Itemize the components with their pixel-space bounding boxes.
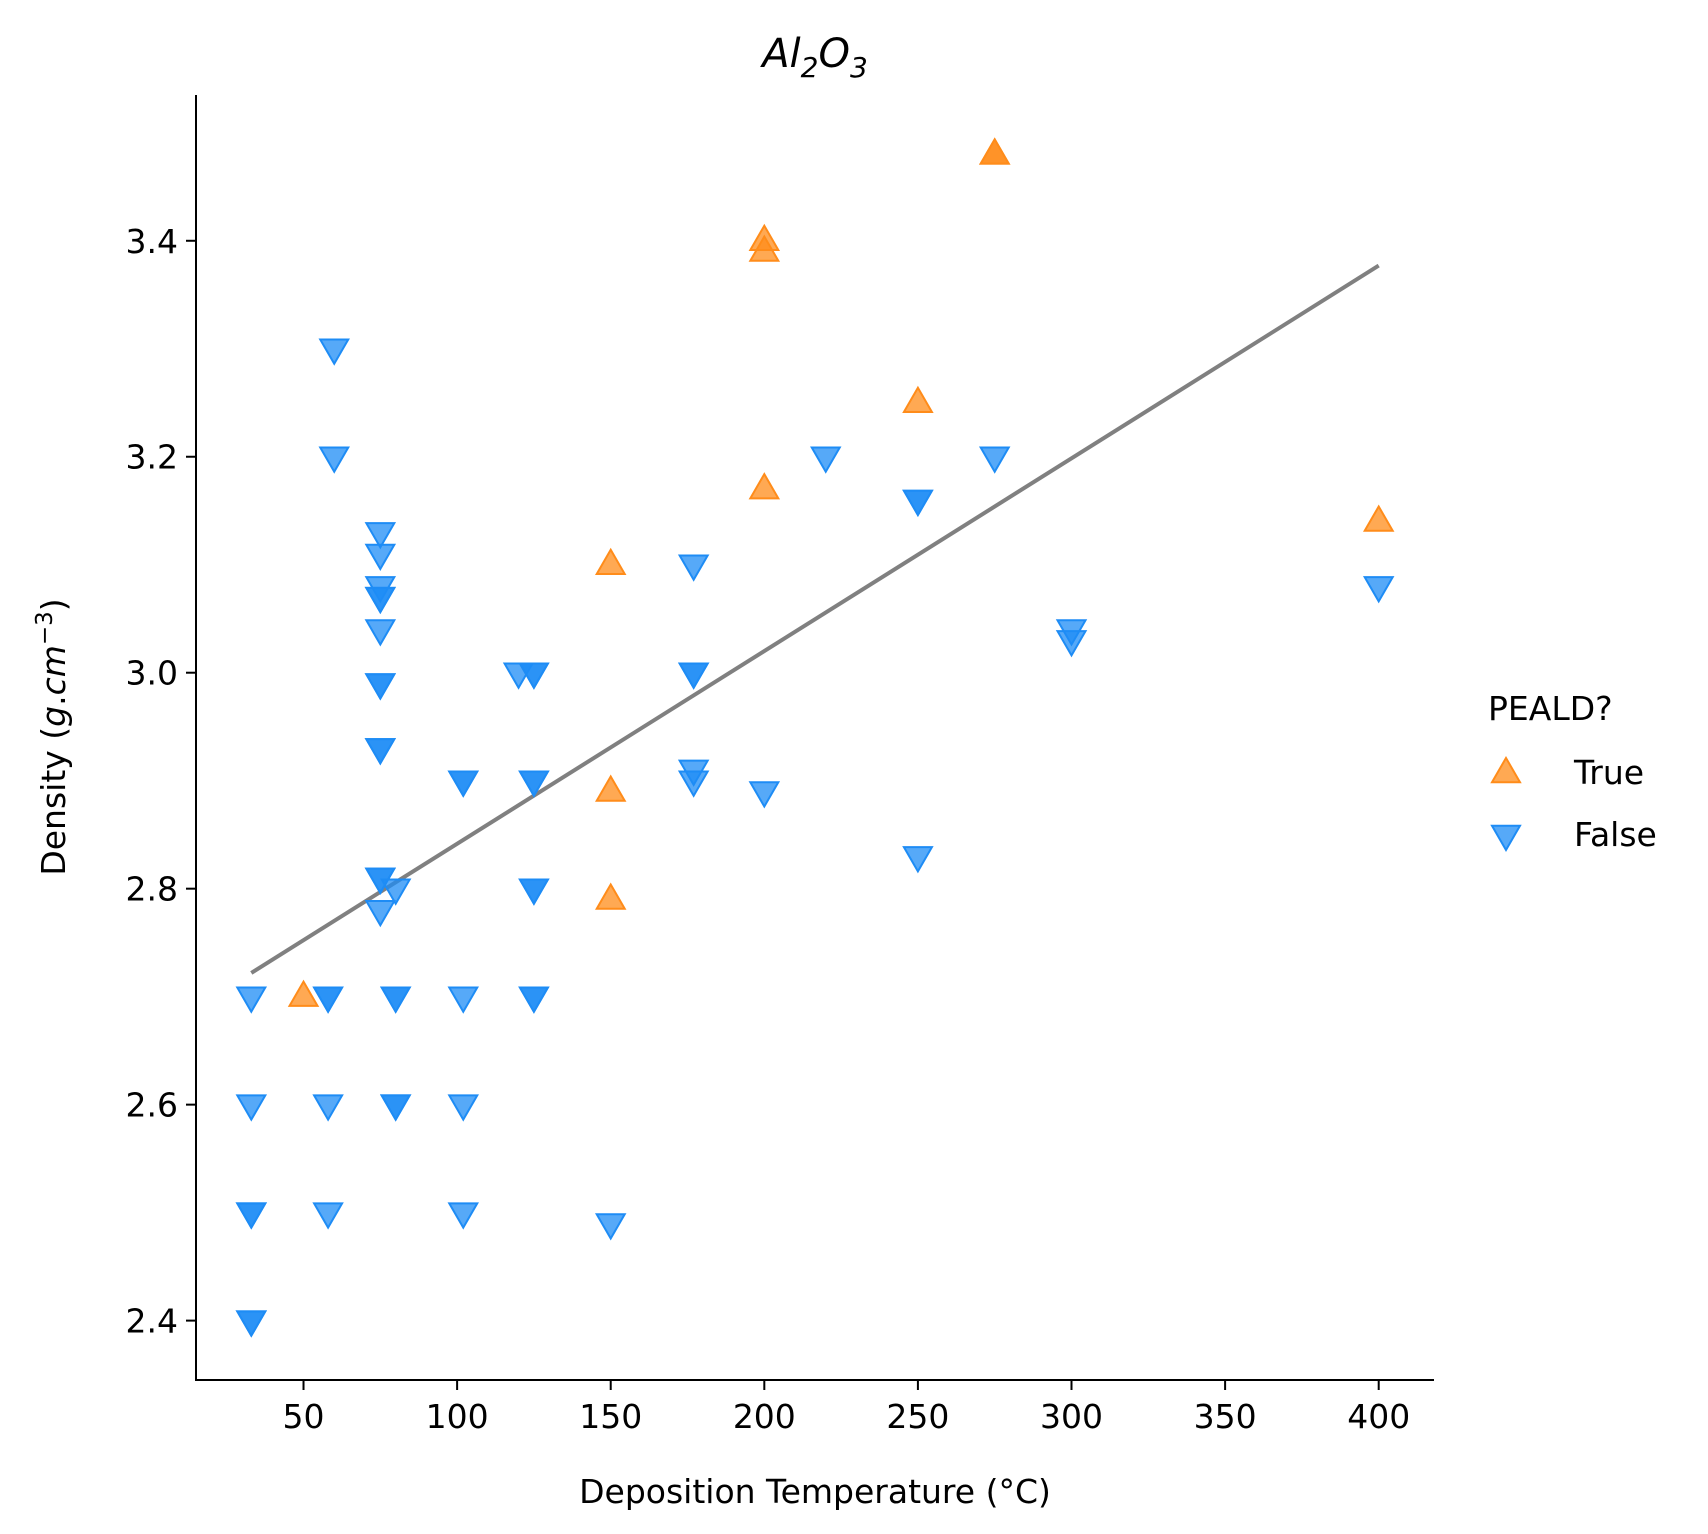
y-label-unit-g: g xyxy=(34,706,73,727)
marker-true-3 xyxy=(594,547,627,575)
x-tick-label-350: 350 xyxy=(1194,1397,1257,1436)
marker-false-0 xyxy=(235,986,268,1014)
marker-false-49 xyxy=(677,770,710,798)
y-label-dot: . xyxy=(34,695,73,706)
legend-label-true: True xyxy=(1573,753,1644,792)
x-ticks: 50 100 150 200 250 300 350 400 xyxy=(283,1380,1410,1436)
x-tick-label-250: 250 xyxy=(886,1397,949,1436)
legend: PEALD? True False xyxy=(1488,689,1657,854)
x-axis-label: Deposition Temperature (°C) xyxy=(579,1472,1051,1511)
marker-true-9 xyxy=(978,137,1011,165)
legend-marker-false xyxy=(1490,824,1522,853)
marker-true-7 xyxy=(902,385,934,413)
marker-false-3 xyxy=(235,1202,268,1230)
marker-false-11 xyxy=(318,446,350,474)
marker-false-13 xyxy=(364,543,397,571)
marker-false-32 xyxy=(447,986,479,1014)
x-tick-label-100: 100 xyxy=(426,1397,489,1436)
marker-false-17 xyxy=(364,619,397,647)
marker-false-7 xyxy=(312,986,344,1014)
marker-true-2 xyxy=(594,774,627,802)
marker-false-16 xyxy=(364,586,397,615)
marker-false-31 xyxy=(447,770,479,798)
marker-false-39 xyxy=(518,770,550,798)
x-tick-label-300: 300 xyxy=(1040,1397,1103,1436)
y-tick-label-2.4: 2.4 xyxy=(126,1302,178,1341)
marker-true-6 xyxy=(748,223,781,251)
marker-false-33 xyxy=(447,1094,479,1122)
marker-false-27 xyxy=(379,986,412,1014)
x-tick-label-50: 50 xyxy=(283,1397,325,1436)
marker-false-47 xyxy=(677,662,710,690)
marker-false-41 xyxy=(518,878,550,906)
trend-line xyxy=(250,263,1380,975)
y-label-unit-cm: cm xyxy=(34,645,73,695)
marker-false-8 xyxy=(312,1094,344,1122)
y-label-prefix: Density ( xyxy=(34,727,73,876)
title-sub-3: 3 xyxy=(850,51,868,84)
marker-true-10 xyxy=(1362,504,1395,532)
marker-false-5 xyxy=(235,1310,268,1338)
data-markers xyxy=(235,137,1395,1338)
marker-false-12 xyxy=(364,522,397,550)
marker-false-19 xyxy=(364,673,397,701)
legend-marker-true xyxy=(1490,755,1522,784)
y-label-sup: −3 xyxy=(32,611,58,645)
marker-false-50 xyxy=(748,781,781,809)
marker-false-45 xyxy=(677,554,710,582)
title-o: O xyxy=(819,31,850,77)
marker-false-55 xyxy=(978,446,1011,474)
marker-false-43 xyxy=(518,986,550,1014)
y-tick-label-3.4: 3.4 xyxy=(126,222,178,261)
marker-true-0 xyxy=(287,979,320,1007)
y-tick-label-3.2: 3.2 xyxy=(126,438,178,477)
x-tick-label-200: 200 xyxy=(733,1397,796,1436)
marker-false-58 xyxy=(1362,576,1395,604)
marker-false-9 xyxy=(312,1202,344,1230)
marker-false-37 xyxy=(518,662,550,690)
marker-false-10 xyxy=(318,338,350,366)
title-sub-2: 2 xyxy=(801,51,819,84)
y-axis-label: Density (g.cm−3) xyxy=(32,598,73,875)
x-tick-label-150: 150 xyxy=(579,1397,642,1436)
y-tick-label-2.8: 2.8 xyxy=(126,870,178,909)
marker-false-34 xyxy=(447,1202,479,1230)
marker-false-1 xyxy=(235,1094,268,1122)
x-tick-label-400: 400 xyxy=(1347,1397,1410,1436)
marker-false-51 xyxy=(810,446,842,474)
title-al: Al xyxy=(759,31,800,77)
marker-false-29 xyxy=(379,1094,412,1122)
marker-false-53 xyxy=(902,489,934,517)
marker-false-44 xyxy=(594,1213,627,1241)
marker-false-54 xyxy=(902,846,934,874)
marker-false-57 xyxy=(1055,630,1088,658)
marker-true-1 xyxy=(594,882,627,910)
y-tick-label-2.6: 2.6 xyxy=(126,1086,178,1125)
legend-title: PEALD? xyxy=(1488,689,1613,728)
marker-true-4 xyxy=(748,472,781,500)
y-tick-label-3: 3.0 xyxy=(126,654,178,693)
marker-false-24 xyxy=(364,900,397,928)
y-ticks: 2.4 2.6 2.8 3.0 3.2 3.4 xyxy=(126,222,196,1341)
marker-false-21 xyxy=(364,738,397,766)
chart-title: Al2O3 xyxy=(759,31,868,84)
legend-label-false: False xyxy=(1574,815,1657,854)
marker-false-25 xyxy=(379,878,412,906)
y-label-suffix: ) xyxy=(34,598,73,611)
